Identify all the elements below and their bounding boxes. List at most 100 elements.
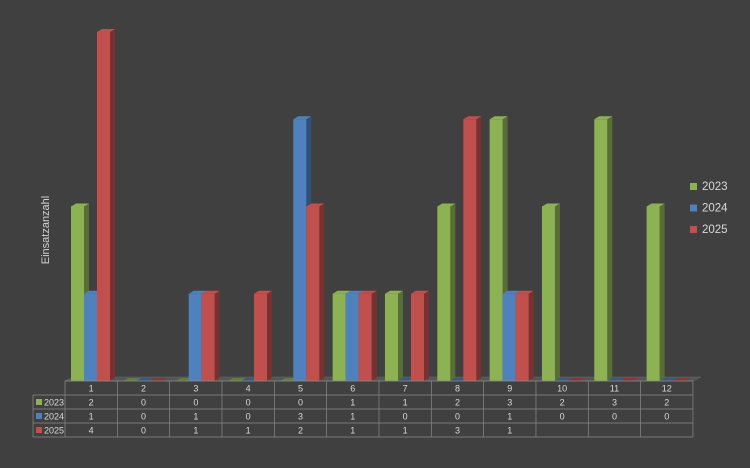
bar [659,378,678,381]
data-label: 0 [141,426,146,436]
bar-top [607,378,626,381]
bar-side [423,290,429,381]
bar-top [227,378,246,381]
data-label: 0 [612,412,617,422]
data-label: 3 [298,412,303,422]
bar-front [84,293,97,381]
data-label: 2 [664,398,669,408]
tick-label: 9 [507,384,512,394]
bar [646,203,665,381]
bar-front [188,293,202,381]
legend-swatch [690,204,697,212]
bar [554,378,573,381]
legend-key [36,427,42,433]
data-label: 4 [89,426,94,436]
tick-label: 8 [455,384,460,394]
data-label: 2 [455,398,460,408]
bar-front [332,293,346,381]
data-label: 0 [141,398,146,408]
bar-top [672,378,691,381]
tick-label: 3 [193,384,198,394]
bar [358,290,377,381]
bar-top [515,290,534,294]
bar-front [253,293,267,381]
bar [607,378,626,381]
bar [306,203,325,381]
legend-label: 2025 [702,224,728,236]
y-axis-label: Einsatzanzahl [40,196,52,265]
bar [123,378,142,381]
bar [463,116,482,381]
data-label: 3 [612,398,617,408]
bar [149,378,168,381]
bars [71,29,691,381]
data-label: 3 [455,426,460,436]
bar-top [149,378,168,381]
bar-top [345,290,364,294]
data-label: 0 [193,398,198,408]
tick-label: 1 [89,384,94,394]
bar [515,290,534,381]
data-label: 1 [89,412,94,422]
bar-top [502,290,521,294]
bar-top [293,116,312,120]
bar-top [437,203,456,207]
bar [201,290,220,381]
data-label: 3 [507,398,512,408]
bar-top [97,29,115,32]
bar-top [594,116,613,120]
bar-side [266,290,272,381]
bar-side [554,203,560,381]
bar-top [201,290,220,294]
data-label: 0 [298,398,303,408]
bar [410,290,429,381]
bar [227,378,246,381]
bar-top [332,290,351,294]
bar-front [201,293,215,381]
tick-label: 6 [350,384,355,394]
data-label: 1 [507,426,512,436]
bar-side [319,203,325,381]
bar-top [123,378,142,381]
legend-swatch [690,183,697,190]
bar-front [502,293,516,381]
bar-top [384,290,403,294]
bar-top [463,116,482,120]
bar-front [71,206,84,381]
bar-front [306,206,320,381]
bar-top [358,290,377,294]
tick-label: 11 [610,384,619,394]
bar-top [659,378,678,381]
table-row-label: 2024 [44,412,64,422]
data-label: 0 [403,412,408,422]
bar [384,290,403,381]
tick-label: 12 [662,384,672,394]
legend-key [36,413,42,419]
bar-front [646,206,660,381]
data-label: 1 [193,412,198,422]
bar-front [384,293,398,381]
table-row-label: 2025 [44,426,64,436]
bar-side [450,203,456,381]
bar-top [71,203,89,207]
bar-front [594,119,608,381]
tick-label: 2 [141,384,146,394]
bar-side [607,116,613,381]
legend-label: 2023 [702,181,728,193]
data-label: 0 [246,398,251,408]
bar [620,378,639,381]
bar-side [214,290,220,381]
data-label: 1 [507,412,512,422]
data-label: 1 [193,426,198,436]
bar-top [306,203,325,207]
bar-top [410,290,429,294]
data-label: 0 [455,412,460,422]
bar-front [515,293,529,381]
bar-front [463,119,477,381]
data-label: 2 [560,398,565,408]
data-label: 0 [246,412,251,422]
bar-top [620,378,639,381]
bar-front [410,293,424,381]
bar [541,203,560,381]
